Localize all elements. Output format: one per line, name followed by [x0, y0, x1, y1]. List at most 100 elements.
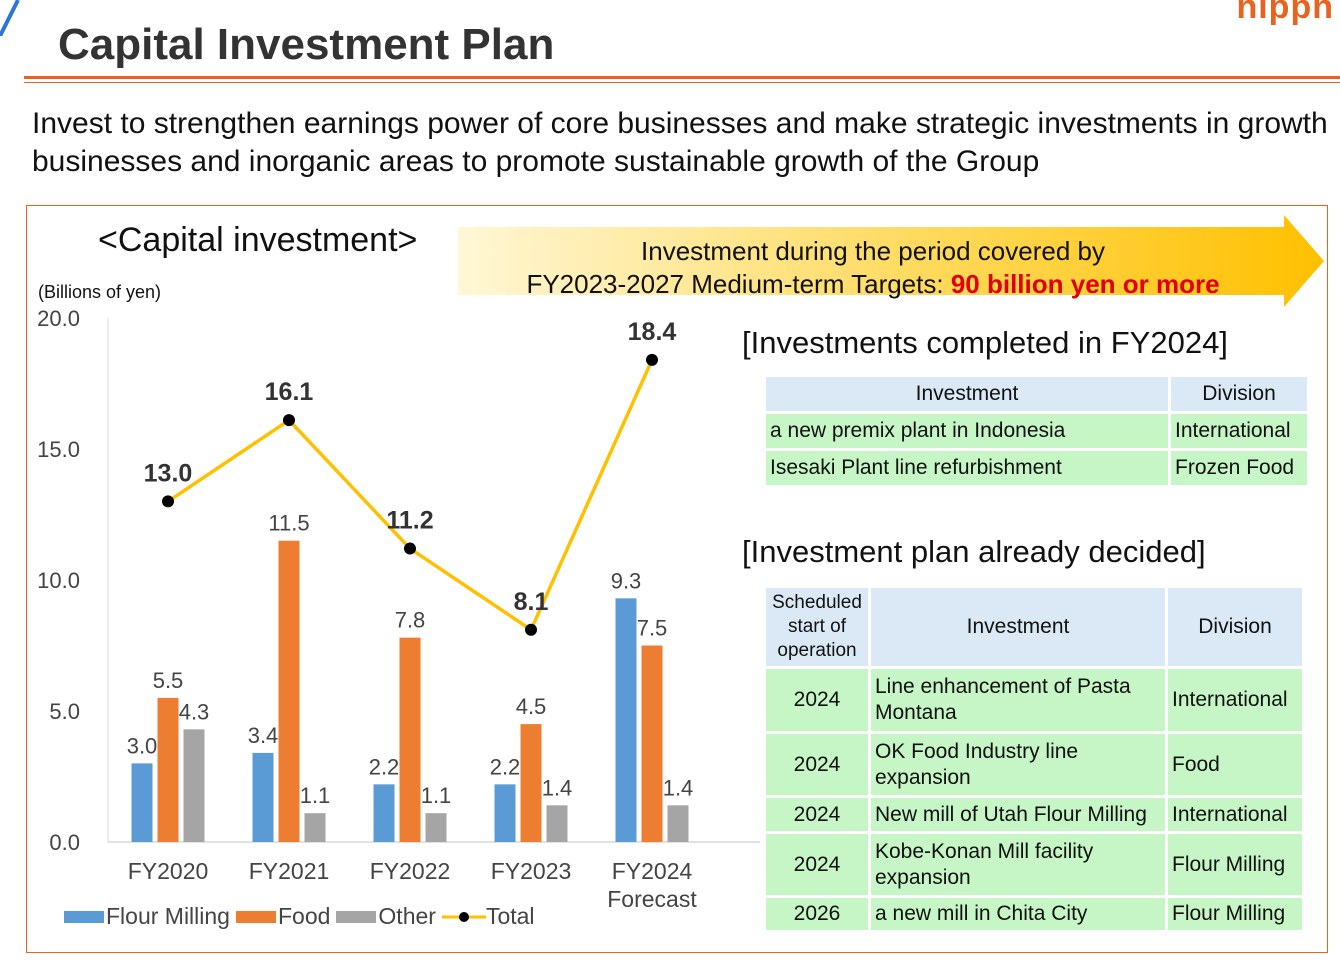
y-tick-label: 0.0 [49, 830, 80, 855]
investment-cell: New mill of Utah Flour Milling [871, 798, 1165, 831]
bar-food [520, 724, 542, 842]
table-row: 2024 New mill of Utah Flour Milling Inte… [766, 798, 1302, 831]
division-cell: International [1171, 414, 1307, 448]
investment-cell: OK Food Industry line expansion [871, 734, 1165, 795]
year-cell: 2026 [766, 898, 868, 930]
total-point [162, 495, 174, 508]
planned-investments-table: Scheduled start of operation Investment … [763, 585, 1305, 933]
corner-accent-stroke [0, 0, 20, 36]
table-row: 2026 a new mill in Chita City Flour Mill… [766, 898, 1302, 930]
intro-text: Invest to strengthen earnings power of c… [32, 107, 1328, 178]
bar-value-label: 1.1 [421, 783, 452, 808]
content-panel [26, 205, 1328, 953]
bar-value-label: 11.5 [268, 511, 309, 536]
target-banner-text: Investment during the period covered by … [470, 235, 1276, 301]
bar-value-label: 3.0 [127, 733, 158, 758]
year-cell: 2024 [766, 734, 868, 795]
bar-other [183, 729, 205, 842]
division-cell: Frozen Food [1171, 451, 1307, 485]
investment-cell: a new premix plant in Indonesia [766, 414, 1168, 448]
legend-item-total: Total [441, 903, 535, 930]
bar-other [546, 805, 568, 842]
total-point [525, 623, 537, 636]
bar-value-label: 4.3 [179, 699, 210, 724]
legend-label-food: Food [277, 903, 331, 929]
bar-value-label: 5.5 [153, 668, 184, 693]
investment-cell: Isesaki Plant line refurbishment [766, 451, 1168, 485]
year-cell: 2024 [766, 798, 868, 831]
division-cell: International [1168, 798, 1302, 831]
target-banner-arrow [458, 215, 1324, 307]
x-category-label: FY2021 [249, 858, 330, 884]
x-category-label: Forecast [607, 886, 697, 912]
title-divider [24, 76, 1340, 79]
x-category-label: FY2023 [491, 858, 572, 884]
y-tick-label: 20.0 [37, 306, 80, 331]
total-point [646, 353, 658, 366]
bar-other [425, 813, 447, 842]
chart-unit-label: (Billions of yen) [38, 282, 162, 302]
legend-label-other: Other [378, 903, 436, 929]
total-value-label: 8.1 [514, 588, 549, 616]
chart-heading: <Capital investment> [98, 221, 418, 259]
x-category-label: FY2022 [370, 858, 451, 884]
title-divider-thin [24, 82, 1340, 83]
division-cell: International [1168, 669, 1302, 731]
y-tick-label: 10.0 [37, 568, 80, 593]
bar-value-label: 1.4 [663, 775, 694, 800]
legend-item-flour-milling: Flour Milling [64, 903, 230, 930]
x-category-label: FY2020 [128, 858, 209, 884]
legend-swatch-total [441, 911, 486, 922]
bar-food [641, 645, 663, 842]
legend-label-total: Total [485, 903, 535, 929]
investment-cell: Kobe-Konan Mill facility expansion [871, 834, 1165, 895]
bar-value-label: 2.2 [490, 754, 521, 779]
legend-item-food: Food [235, 903, 331, 930]
x-category-label: FY2024 [612, 858, 693, 884]
total-value-label: 16.1 [265, 378, 314, 406]
legend-item-other: Other [336, 903, 436, 930]
banner-target-amount: 90 billion yen or more [950, 269, 1220, 299]
year-cell: 2024 [766, 669, 868, 731]
bar-value-label: 7.5 [637, 616, 668, 641]
column-header-scheduled-start: Scheduled start of operation [766, 588, 868, 666]
chart-legend: Flour Milling Food Other Total [64, 903, 541, 930]
column-header-investment: Investment [766, 377, 1168, 411]
bar-value-label: 2.2 [369, 754, 400, 779]
bar-flour-milling [252, 752, 274, 842]
bar-other [304, 813, 326, 842]
total-value-label: 11.2 [386, 507, 433, 535]
table-row: a new premix plant in Indonesia Internat… [766, 414, 1307, 448]
legend-label-flour-milling: Flour Milling [106, 903, 230, 929]
bar-value-label: 9.3 [611, 568, 642, 593]
total-point [283, 414, 295, 427]
y-tick-label: 15.0 [37, 437, 80, 462]
bar-value-label: 4.5 [516, 694, 547, 719]
bar-flour-milling [131, 763, 153, 842]
bar-value-label: 3.4 [248, 723, 279, 748]
total-value-label: 13.0 [144, 459, 193, 487]
bar-value-label: 7.8 [395, 608, 426, 633]
bar-food [399, 637, 421, 842]
bar-other [667, 805, 689, 842]
bar-food [157, 697, 179, 842]
table-row: Isesaki Plant line refurbishment Frozen … [766, 451, 1307, 485]
legend-swatch-other [336, 910, 377, 923]
total-point [404, 542, 416, 555]
total-value-label: 18.4 [628, 318, 677, 346]
investment-cell: a new mill in Chita City [871, 898, 1165, 930]
division-cell: Food [1168, 734, 1302, 795]
completed-section-title: [Investments completed in FY2024] [742, 325, 1228, 360]
banner-line-2: FY2023-2027 Medium-term Targets: 90 bill… [470, 268, 1276, 301]
investment-cell: Line enhancement of Pasta Montana [871, 669, 1165, 731]
completed-investments-table: Investment Division a new premix plant i… [763, 374, 1310, 488]
bar-flour-milling [615, 598, 637, 842]
bar-value-label: 1.4 [542, 775, 573, 800]
bar-flour-milling [373, 784, 395, 842]
legend-swatch-flour-milling [64, 910, 104, 923]
table-row: 2024 Line enhancement of Pasta Montana I… [766, 669, 1302, 731]
page-title: Capital Investment Plan [58, 20, 555, 69]
bar-flour-milling [494, 784, 516, 842]
capital-investment-chart: 0.0 5.0 10.0 15.0 20.0 3.0 3.4 2.2 2.2 9.3 5.5 11.5… [37, 306, 760, 912]
division-cell: Flour Milling [1168, 834, 1302, 895]
